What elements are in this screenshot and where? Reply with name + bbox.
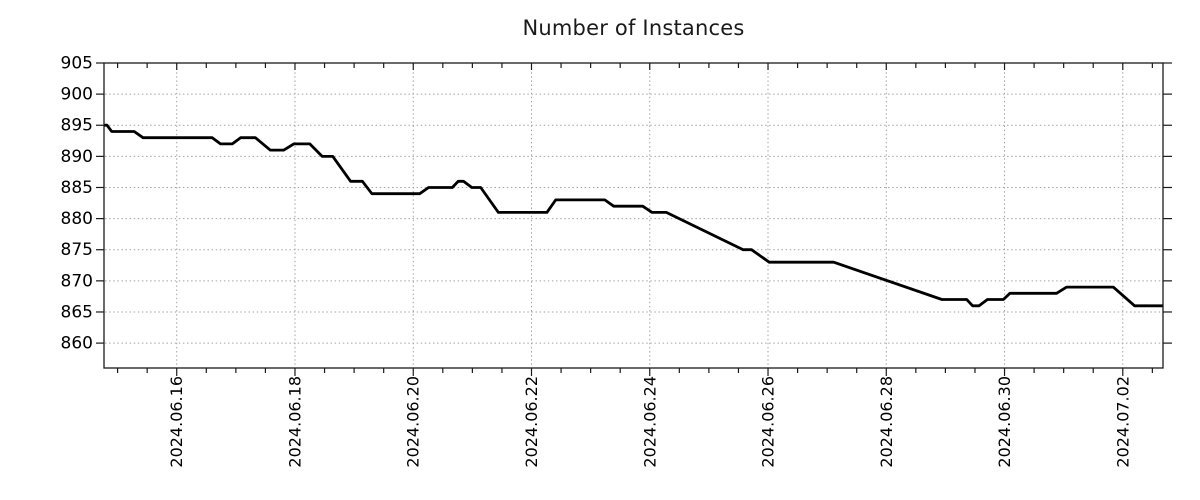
ticks [96,62,1172,376]
y-tick-label: 890 [61,147,93,167]
series-line [104,123,1163,308]
y-tick-label: 870 [61,271,93,291]
x-tick-label: 2024.06.30 [995,376,1014,468]
y-tick-label: 860 [61,334,93,354]
plot-frame [103,62,1164,369]
x-tick-labels: 2024.06.16 2024.06.18 2024.06.20 2024.06.22… [167,376,1132,468]
y-tick-label: 900 [61,85,93,105]
y-tick-label: 865 [61,302,93,322]
x-tick-label: 2024.07.02 [1113,376,1132,468]
y-tick-label: 880 [61,209,93,229]
y-tick-label: 895 [61,116,93,136]
y-tick-label: 885 [61,178,93,198]
x-tick-label: 2024.06.24 [640,376,659,468]
x-tick-label: 2024.06.28 [877,376,896,468]
x-tick-label: 2024.06.26 [759,376,778,468]
x-tick-label: 2024.06.20 [404,376,423,468]
y-tick-label: 875 [61,240,93,260]
y-tick-label: 905 [61,54,93,74]
y-tick-labels: 905 900 895 890 885 880 875 870 865 860 [61,54,93,354]
x-tick-label: 2024.06.22 [522,376,541,468]
x-tick-label: 2024.06.16 [167,376,186,468]
gridlines [105,64,1162,367]
x-tick-label: 2024.06.18 [286,376,305,468]
chart-title: Number of Instances [522,16,745,40]
